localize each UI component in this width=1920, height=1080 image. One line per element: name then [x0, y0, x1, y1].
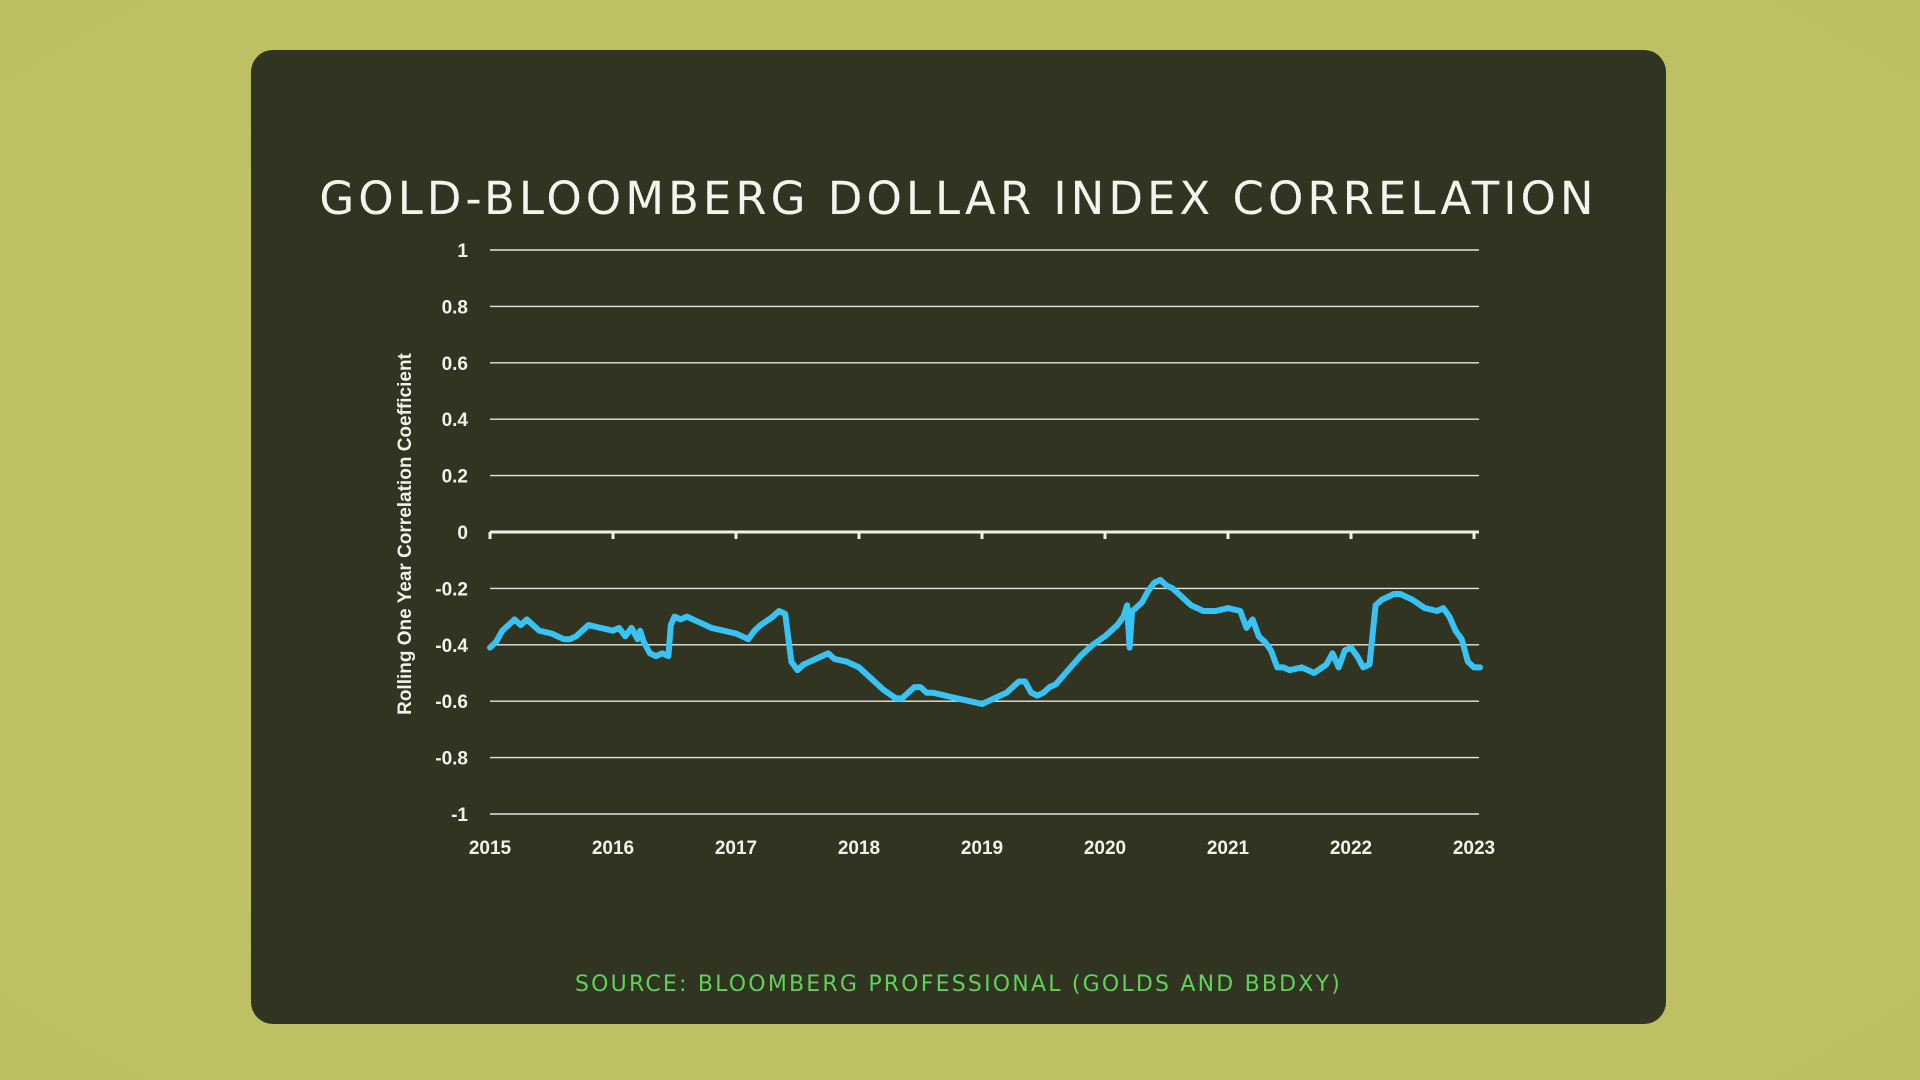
y-tick-label: 0.4 [442, 410, 469, 431]
x-tick-label: 2020 [1084, 838, 1126, 859]
source-note: SOURCE: BLOOMBERG PROFESSIONAL (GOLDS AN… [574, 972, 1343, 997]
y-tick-label: -1 [451, 805, 468, 826]
y-tick-label: -0.6 [435, 692, 468, 713]
chart-card: GOLD-BLOOMBERG DOLLAR INDEX CORRELATION … [251, 50, 1666, 1024]
series-layer [487, 576, 1483, 707]
y-tick-label: 1 [457, 241, 468, 262]
y-tick-labels: 1 0.8 0.6 0.4 0.2 0 -0.2 -0.4 -0.6 -0.8 -1 [435, 241, 468, 826]
chart-title: GOLD-BLOOMBERG DOLLAR INDEX CORRELATION [319, 172, 1598, 225]
x-tick-label: 2022 [1330, 838, 1372, 859]
y-tick-label: 0.8 [442, 297, 468, 318]
y-tick-label: 0.2 [442, 467, 468, 488]
line-chart: 10.80.60.40.20-0.2-0.4-0.6-0.8-1 2015 201… [395, 241, 1495, 859]
y-tick-label: -0.4 [435, 636, 468, 657]
x-tick-label: 2023 [1453, 838, 1495, 859]
y-axis-label: Rolling One Year Correlation Coefficient [395, 352, 416, 714]
x-tick-label: 2021 [1207, 838, 1250, 859]
x-tick-labels: 2015 2016 2017 2018 2019 2020 2021 2022 2023 [469, 838, 1495, 859]
x-tick-label: 2015 [469, 838, 512, 859]
x-tick-label: 2017 [715, 838, 757, 859]
x-tick-label: 2016 [592, 838, 634, 859]
x-tick-label: 2019 [961, 838, 1003, 859]
y-tick-label: 0 [457, 523, 468, 544]
series-line [487, 576, 1483, 707]
y-tick-label: 0.6 [442, 354, 468, 375]
x-tick-label: 2018 [838, 838, 880, 859]
zero-axis [488, 530, 1479, 539]
y-tick-label: -0.2 [435, 579, 468, 600]
y-tick-label: -0.8 [435, 749, 468, 770]
